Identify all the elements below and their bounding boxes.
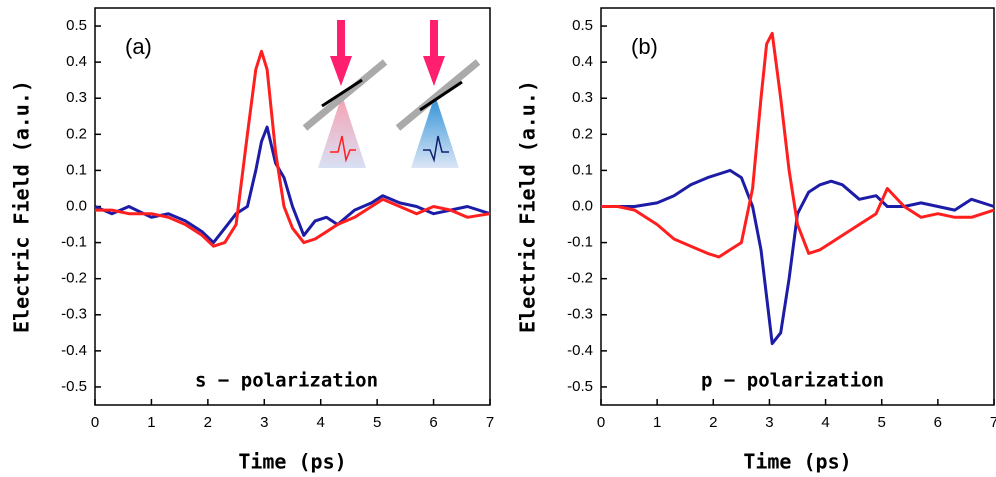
x-axis-title: Time (ps)	[743, 450, 851, 474]
y-tick-label: 0.4	[66, 53, 87, 70]
data-line	[601, 168, 995, 346]
data-line	[95, 49, 491, 248]
y-axis-title: Electric Field (a.u.)	[10, 80, 34, 333]
y-tick-label: -0.3	[567, 306, 593, 323]
y-tick-label: 0.5	[66, 17, 87, 34]
x-tick-label: 7	[486, 414, 494, 431]
x-tick-label: 6	[934, 414, 942, 431]
y-tick-label: -0.4	[61, 342, 87, 359]
y-tick-label: -0.5	[61, 378, 87, 395]
y-axis-title: Electric Field (a.u.)	[516, 80, 540, 333]
x-axis-title: Time (ps)	[238, 450, 346, 474]
y-tick-label: 0.0	[66, 197, 87, 214]
x-tick-label: 3	[765, 414, 773, 431]
panel-label: (a)	[125, 34, 152, 59]
x-tick-label: 4	[821, 414, 829, 431]
x-tick-label: 6	[429, 414, 437, 431]
y-tick-label: 0.1	[66, 161, 87, 178]
x-tick-label: 0	[597, 414, 605, 431]
y-tick-label: -0.1	[61, 234, 87, 251]
y-tick-label: -0.3	[61, 306, 87, 323]
y-tick-label: 0.2	[572, 125, 593, 142]
y-tick-label: 0.1	[572, 161, 593, 178]
y-tick-label: -0.4	[567, 342, 593, 359]
x-tick-label: 1	[653, 414, 661, 431]
y-tick-label: -0.2	[61, 270, 87, 287]
y-tick-label: -0.2	[567, 270, 593, 287]
x-tick-label: 5	[373, 414, 381, 431]
y-tick-label: 0.4	[572, 53, 593, 70]
panel-label: (b)	[631, 34, 658, 59]
inset-diagram	[302, 20, 481, 168]
x-tick-label: 5	[878, 414, 886, 431]
x-tick-label: 0	[91, 414, 99, 431]
x-tick-label: 3	[260, 414, 268, 431]
data-line	[601, 31, 995, 259]
annotation: s − polarization	[195, 370, 378, 392]
x-tick-label: 1	[147, 414, 155, 431]
x-tick-label: 7	[990, 414, 996, 431]
x-tick-label: 2	[204, 414, 212, 431]
y-tick-label: 0.2	[66, 125, 87, 142]
y-tick-label: 0.5	[572, 17, 593, 34]
y-tick-label: 0.0	[572, 197, 593, 214]
annotation: p − polarization	[701, 370, 884, 392]
y-tick-label: -0.5	[567, 378, 593, 395]
x-tick-label: 4	[317, 414, 325, 431]
y-tick-label: -0.1	[567, 234, 593, 251]
y-tick-label: 0.3	[66, 89, 87, 106]
x-tick-label: 2	[709, 414, 717, 431]
y-tick-label: 0.3	[572, 89, 593, 106]
